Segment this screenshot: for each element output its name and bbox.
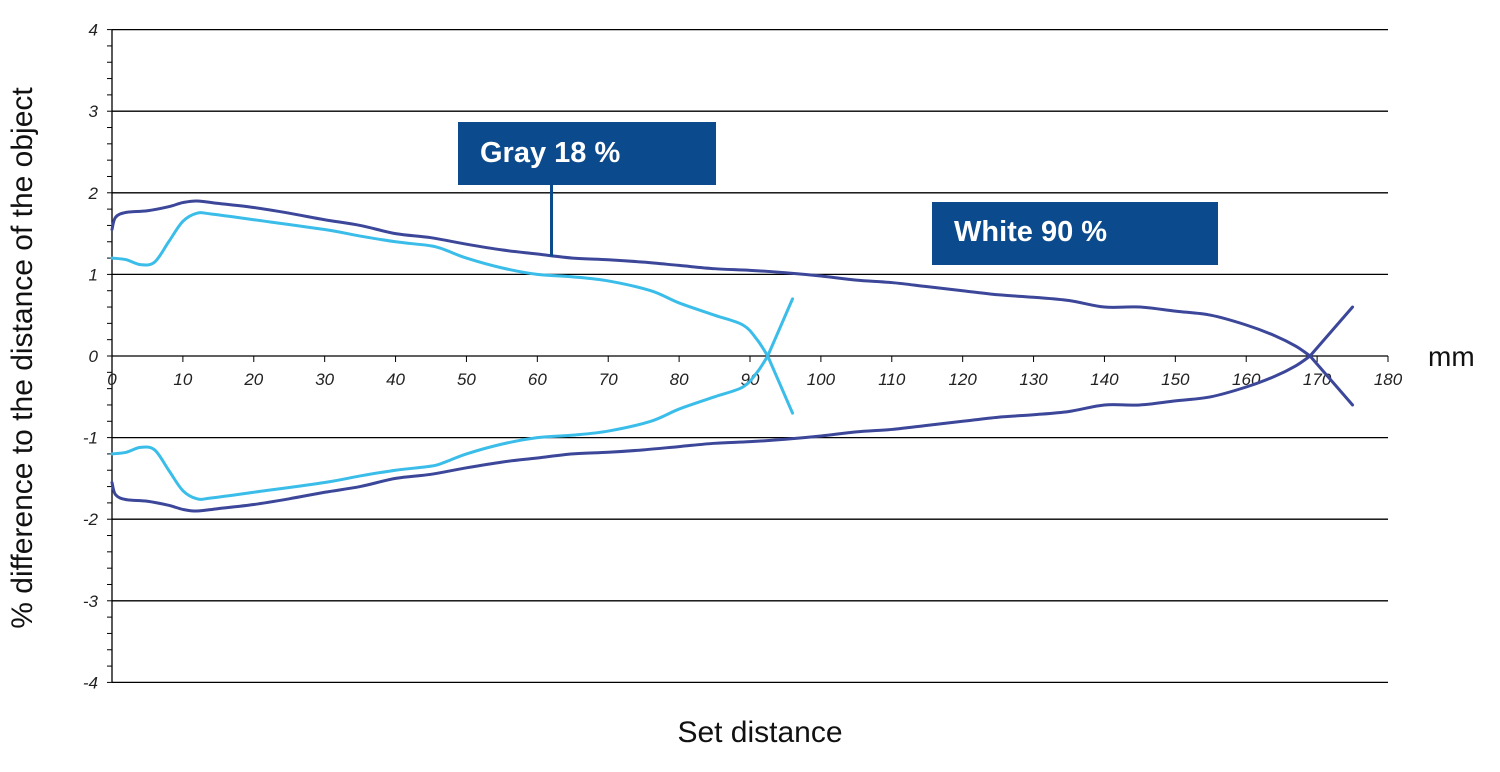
x-tick-label: 40: [386, 370, 405, 389]
series-gray-upper-line: [110, 211, 770, 358]
x-tick-label: 140: [1090, 370, 1119, 389]
x-tick-label: 60: [528, 370, 547, 389]
x-tick-label: 130: [1019, 370, 1048, 389]
x-tick-label: 80: [670, 370, 689, 389]
x-tick-label: 70: [599, 370, 618, 389]
y-tick-label: 0: [89, 347, 99, 366]
x-tick-label: 120: [948, 370, 977, 389]
y-tick-label: -1: [83, 429, 98, 448]
y-tick-label: 3: [89, 102, 99, 121]
axes: [107, 29, 1389, 683]
callouts: Gray 18 % White 90 %: [458, 122, 1218, 265]
x-tick-label: 20: [243, 370, 263, 389]
gray-callout-box: [458, 122, 716, 185]
y-tick-label: 1: [89, 265, 98, 284]
gray-callout-label: Gray 18 %: [480, 137, 620, 169]
series-gray-cross-a-line: [766, 297, 795, 358]
y-tick-label: -4: [83, 673, 98, 692]
x-tick-label: 30: [315, 370, 334, 389]
series-white-cross-a-line: [1308, 305, 1355, 358]
y-tick-label: -3: [83, 592, 99, 611]
x-tick-label: 0: [107, 370, 117, 389]
series-gray-lower-line: [110, 354, 770, 501]
x-tick-label: 50: [457, 370, 476, 389]
x-tick-label: 100: [807, 370, 836, 389]
white-callout-box: [932, 202, 1218, 265]
x-tick-label: 110: [878, 370, 906, 389]
x-tick-label: 180: [1374, 370, 1403, 389]
y-tick-label: 2: [88, 184, 99, 203]
series-gray-cross-b-line: [766, 354, 795, 415]
y-tick-label: 4: [89, 21, 98, 40]
x-tick-label: 10: [173, 370, 192, 389]
series-white-lower-line: [110, 354, 1312, 513]
x-unit-label: mm: [1428, 341, 1475, 372]
x-tick-labels: 0 10 20 30 40 50 60 70 80 90 100 110 120 130 140 150 160…: [107, 370, 1402, 389]
y-tick-label: -2: [83, 510, 99, 529]
x-axis-title: Set distance: [677, 716, 842, 749]
y-axis-title: % difference to the distance of the obje…: [6, 87, 39, 629]
x-tick-label: 150: [1161, 370, 1190, 389]
series-lines: [110, 199, 1355, 513]
y-tick-labels: 4 3 2 1 0 -1 -2 -3 -4: [83, 21, 99, 693]
series-white-upper-line: [110, 199, 1312, 358]
series-white-cross-b-line: [1308, 354, 1355, 407]
white-callout-label: White 90 %: [954, 216, 1107, 248]
x-tick-label: 170: [1303, 370, 1332, 389]
